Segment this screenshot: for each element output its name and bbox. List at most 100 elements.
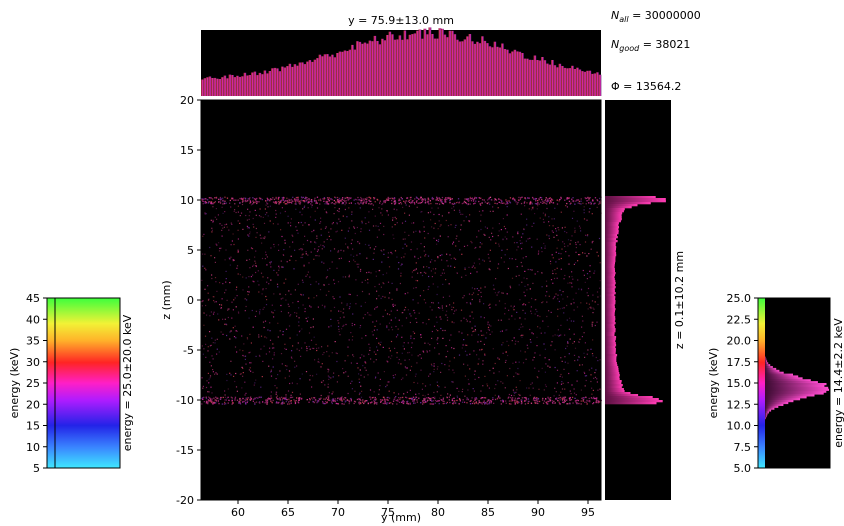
scatter-point bbox=[468, 198, 470, 200]
side-hist-bar bbox=[605, 256, 616, 259]
side-hist-bar bbox=[605, 388, 624, 391]
scatter-point bbox=[290, 314, 292, 316]
left-tick-label: 45 bbox=[26, 292, 40, 305]
scatter-point bbox=[228, 399, 230, 402]
scatter-point bbox=[363, 200, 365, 202]
scatter-point bbox=[446, 316, 449, 319]
top-hist-bar bbox=[286, 66, 289, 96]
scatter-point bbox=[588, 199, 590, 201]
scatter-point bbox=[423, 246, 425, 248]
scatter-point bbox=[300, 199, 303, 201]
scatter-point bbox=[408, 199, 410, 201]
scatter-point bbox=[258, 401, 260, 404]
scatter-point bbox=[211, 227, 213, 229]
scatter-point bbox=[580, 230, 582, 232]
scatter-point bbox=[539, 196, 541, 199]
side-hist-bar bbox=[605, 270, 615, 273]
scatter-point bbox=[210, 201, 213, 203]
scatter-point bbox=[447, 393, 449, 395]
scatter-point bbox=[278, 267, 280, 269]
scatter-point bbox=[438, 213, 440, 216]
scatter-point bbox=[573, 309, 575, 311]
scatter-point bbox=[214, 277, 217, 279]
scatter-point bbox=[345, 400, 347, 402]
scatter-point bbox=[464, 395, 466, 397]
scatter-point bbox=[481, 403, 483, 405]
scatter-point bbox=[473, 373, 476, 376]
scatter-point bbox=[398, 262, 400, 264]
scatter-point bbox=[232, 402, 234, 404]
scatter-point bbox=[564, 399, 566, 401]
scatter-point bbox=[562, 396, 564, 399]
scatter-point bbox=[347, 399, 349, 401]
scatter-point bbox=[301, 197, 303, 199]
scatter-point bbox=[296, 348, 298, 350]
scatter-point bbox=[368, 343, 370, 345]
scatter-point bbox=[262, 360, 264, 362]
scatter-point bbox=[501, 202, 504, 204]
scatter-point bbox=[458, 403, 460, 405]
scatter-point bbox=[471, 287, 473, 289]
scatter-point bbox=[553, 296, 556, 298]
scatter-point bbox=[222, 212, 224, 214]
top-hist-bar bbox=[533, 55, 537, 96]
scatter-point bbox=[203, 312, 205, 314]
scatter-point bbox=[503, 202, 505, 204]
scatter-point bbox=[372, 396, 375, 399]
scatter-point bbox=[410, 365, 413, 368]
scatter-point bbox=[471, 294, 473, 296]
scatter-point bbox=[224, 203, 226, 205]
scatter-point bbox=[338, 310, 340, 312]
scatter-point bbox=[559, 397, 561, 399]
scatter-point bbox=[213, 402, 216, 404]
scatter-point bbox=[422, 394, 424, 396]
scatter-point bbox=[434, 396, 436, 398]
scatter-point bbox=[579, 364, 581, 366]
scatter-point bbox=[374, 197, 376, 199]
scatter-point bbox=[289, 246, 291, 248]
scatter-point bbox=[539, 327, 541, 329]
scatter-point bbox=[502, 352, 504, 354]
scatter-point bbox=[307, 254, 309, 256]
scatter-point bbox=[513, 309, 515, 311]
scatter-point bbox=[386, 397, 388, 399]
top-hist-bar bbox=[396, 39, 399, 96]
scatter-point bbox=[438, 353, 440, 355]
scatter-point bbox=[332, 391, 334, 393]
scatter-point bbox=[261, 198, 263, 201]
scatter-point bbox=[412, 400, 414, 402]
scatter-point bbox=[560, 197, 562, 199]
scatter-point bbox=[549, 200, 552, 202]
scatter-point bbox=[482, 259, 484, 261]
scatter-point bbox=[367, 374, 369, 376]
scatter-point bbox=[416, 401, 418, 403]
scatter-point bbox=[589, 400, 591, 402]
scatter-point bbox=[590, 306, 592, 308]
scatter-point bbox=[585, 203, 587, 205]
scatter-point bbox=[225, 289, 227, 291]
side-hist-bar bbox=[605, 202, 651, 205]
scatter-point bbox=[284, 199, 286, 202]
scatter-point bbox=[428, 397, 430, 399]
scatter-point bbox=[469, 196, 471, 199]
scatter-point bbox=[581, 336, 583, 338]
scatter-point bbox=[394, 216, 396, 218]
scatter-point bbox=[278, 203, 280, 205]
scatter-point bbox=[420, 369, 422, 371]
scatter-point bbox=[531, 332, 533, 334]
scatter-point bbox=[449, 200, 451, 202]
scatter-point bbox=[243, 400, 245, 403]
scatter-point bbox=[273, 352, 275, 354]
top-hist-bar bbox=[486, 43, 489, 96]
scatter-point bbox=[497, 267, 499, 269]
scatter-point bbox=[430, 399, 432, 401]
energy-hist-bar bbox=[765, 379, 811, 382]
scatter-point bbox=[445, 305, 448, 307]
scatter-point bbox=[433, 213, 435, 216]
scatter-point bbox=[320, 394, 322, 397]
side-hist-bar bbox=[605, 322, 616, 325]
scatter-point bbox=[373, 252, 375, 254]
scatter-point bbox=[509, 285, 511, 287]
scatter-point bbox=[537, 205, 539, 207]
